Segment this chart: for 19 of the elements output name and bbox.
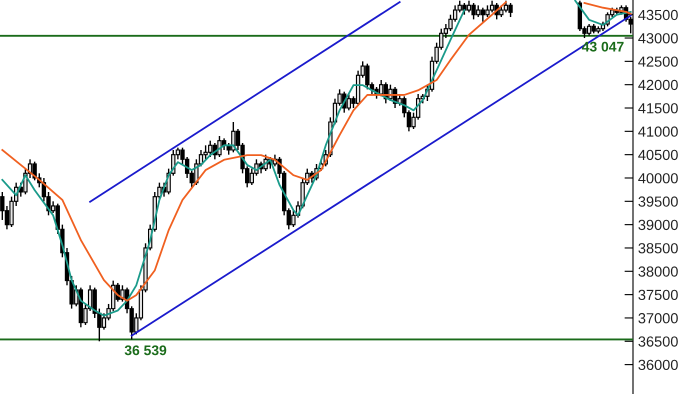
- y-tick-label: 39500: [638, 196, 678, 207]
- y-tick-label: 36500: [638, 336, 678, 347]
- y-tick-label: 39000: [638, 220, 678, 230]
- y-tick-label: 36000: [638, 360, 678, 370]
- y-tick-label: 38500: [638, 243, 678, 254]
- y-tick-label: 42000: [638, 80, 678, 90]
- y-tick-label: 37500: [638, 290, 678, 300]
- y-tick-label: 41000: [638, 126, 678, 137]
- candlestick: [508, 2, 513, 18]
- y-tick-label: 41500: [638, 103, 678, 114]
- y-tick-label: 37000: [638, 313, 678, 324]
- y-tick-label: 38000: [638, 266, 678, 277]
- y-tick-label: 42500: [638, 56, 678, 67]
- y-tick-label: 40000: [638, 173, 678, 184]
- y-tick-label: 43500: [638, 10, 678, 20]
- y-tick-label: 40500: [638, 150, 678, 160]
- ref-line-label: 43 047: [582, 42, 624, 52]
- ref-line-label: 36 539: [124, 345, 166, 356]
- y-tick-label: 43000: [638, 33, 678, 44]
